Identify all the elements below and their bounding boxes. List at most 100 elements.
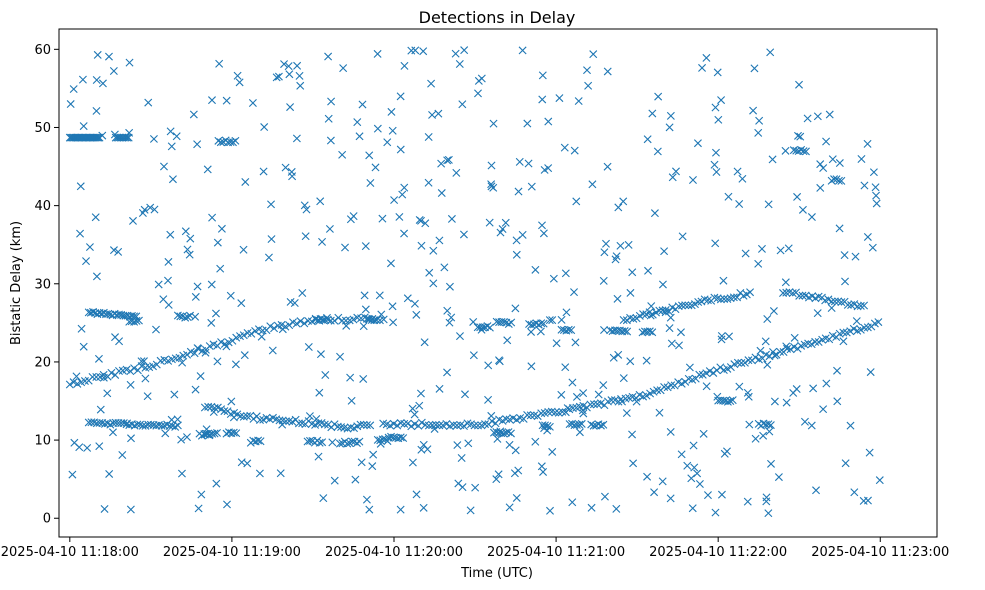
clutter-point xyxy=(562,308,571,317)
clutter-point xyxy=(443,306,452,315)
clutter-point xyxy=(571,338,580,347)
clutter-point xyxy=(702,382,711,391)
clutter-point xyxy=(653,147,662,156)
clutter-point xyxy=(782,398,791,407)
track-b-point xyxy=(839,328,848,337)
clutter-point xyxy=(875,476,884,485)
clutter-point xyxy=(816,183,825,192)
clutter-point xyxy=(425,268,434,277)
segment-point xyxy=(541,421,549,430)
clutter-point xyxy=(141,374,150,383)
track-b-point xyxy=(407,422,416,431)
track-f-point xyxy=(853,302,862,311)
clutter-point xyxy=(738,174,747,183)
track-e-point xyxy=(746,288,755,297)
track-a-point xyxy=(107,368,116,377)
track-b-point xyxy=(481,420,490,429)
clutter-point xyxy=(678,232,687,241)
clutter-point xyxy=(108,428,117,437)
clutter-point xyxy=(365,505,374,514)
clutter-point xyxy=(170,390,179,399)
segment-point xyxy=(372,316,381,325)
segment-point xyxy=(648,328,657,337)
clutter-point xyxy=(754,259,763,268)
clutter-point xyxy=(66,100,75,109)
clutter-point xyxy=(713,392,722,401)
clutter-point xyxy=(286,103,295,112)
clutter-point xyxy=(589,50,598,59)
clutter-point xyxy=(104,52,113,61)
clutter-point xyxy=(373,124,382,133)
clutter-point xyxy=(549,274,558,283)
clutter-point xyxy=(342,321,351,330)
clutter-point xyxy=(487,180,496,189)
clutter-point xyxy=(68,470,77,479)
clutter-point xyxy=(764,509,773,518)
track-b-point xyxy=(442,419,451,428)
clutter-point xyxy=(298,289,307,297)
clutter-point xyxy=(561,269,570,278)
segment-point xyxy=(766,421,775,430)
clutter-point xyxy=(796,132,805,141)
clutter-point xyxy=(167,142,176,151)
clutter-point xyxy=(115,337,124,346)
segment-point xyxy=(256,437,265,446)
clutter-point xyxy=(443,368,452,377)
clutter-point xyxy=(400,61,409,70)
clutter-point xyxy=(770,397,779,406)
clutter-point xyxy=(92,75,101,84)
clutter-point xyxy=(424,132,433,141)
clutter-point xyxy=(484,361,493,370)
segment-point xyxy=(504,320,513,328)
track-b-point xyxy=(452,421,461,430)
clutter-point xyxy=(226,291,235,300)
clutter-point xyxy=(695,480,704,489)
clutter-point xyxy=(85,243,94,252)
clutter-point xyxy=(492,475,501,484)
clutter-point xyxy=(477,325,486,334)
clutter-point xyxy=(474,89,482,98)
clutter-point xyxy=(514,466,523,475)
segment-point xyxy=(599,420,608,429)
clutter-point xyxy=(287,167,296,176)
clutter-point xyxy=(103,389,112,398)
track-c-point xyxy=(314,419,323,428)
clutter-point xyxy=(143,392,152,401)
clutter-point xyxy=(177,469,186,478)
y-tick-label: 40 xyxy=(34,199,51,214)
x-tick-label: 2025-04-10 11:18:00 xyxy=(1,545,139,560)
clutter-point xyxy=(368,462,377,471)
clutter-point xyxy=(212,479,221,488)
clutter-point xyxy=(800,417,809,426)
clutter-point xyxy=(400,183,409,192)
clutter-point xyxy=(710,160,719,169)
clutter-point xyxy=(183,245,192,254)
clutter-point xyxy=(427,79,436,88)
clutter-point xyxy=(743,497,752,506)
clutter-point xyxy=(164,257,173,266)
clutter-point xyxy=(803,114,812,123)
clutter-point xyxy=(852,317,861,326)
clutter-point xyxy=(650,209,659,218)
clutter-point xyxy=(677,450,686,459)
clutter-point xyxy=(763,360,772,369)
clutter-point xyxy=(688,504,697,513)
clutter-point xyxy=(600,492,609,501)
track-e-point xyxy=(622,316,631,325)
track-e-point xyxy=(710,293,719,302)
clutter-point xyxy=(643,472,652,481)
clutter-point xyxy=(782,342,791,351)
track-b-point xyxy=(435,421,444,430)
segment-point xyxy=(355,437,364,446)
clutter-point xyxy=(545,316,554,325)
clutter-point xyxy=(423,445,432,454)
track-b-point xyxy=(586,400,595,409)
clutter-point xyxy=(292,134,301,143)
clutter-point xyxy=(570,288,579,297)
clutter-point xyxy=(546,506,555,515)
clutter-point xyxy=(699,429,708,438)
clutter-point xyxy=(812,486,821,495)
clutter-point xyxy=(574,97,583,106)
track-c-point xyxy=(366,421,375,430)
clutter-point xyxy=(841,459,850,468)
